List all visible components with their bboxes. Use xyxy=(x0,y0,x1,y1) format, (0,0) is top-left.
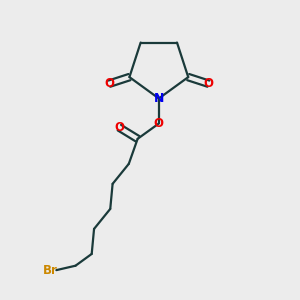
Text: O: O xyxy=(203,77,213,90)
Text: Br: Br xyxy=(43,264,57,277)
Text: N: N xyxy=(154,92,164,105)
Text: O: O xyxy=(154,117,164,130)
Text: O: O xyxy=(114,121,124,134)
Text: O: O xyxy=(104,77,114,90)
